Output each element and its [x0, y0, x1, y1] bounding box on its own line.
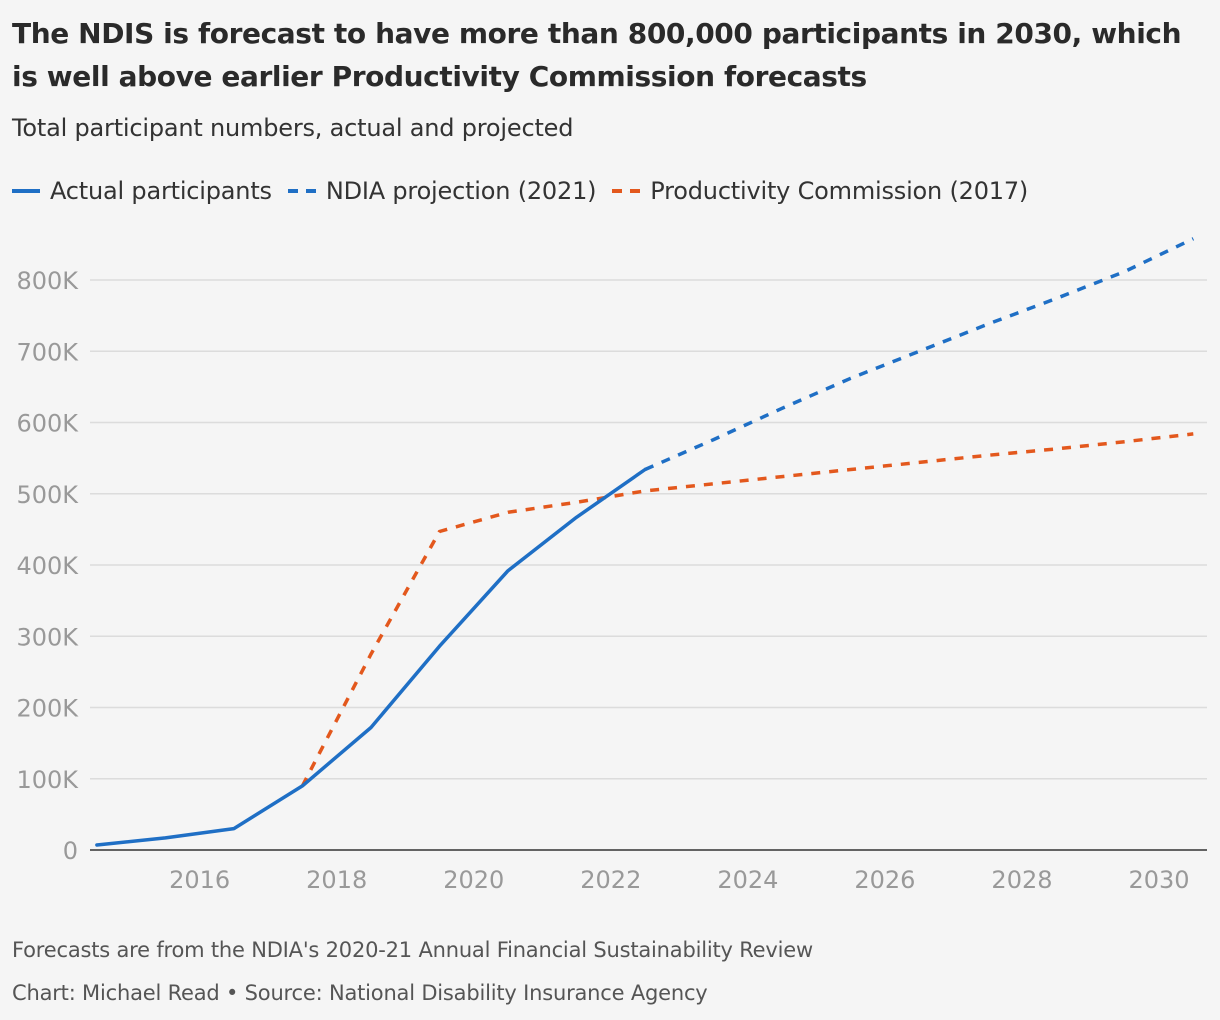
- y-tick-label: 700K: [16, 338, 79, 366]
- series-line-1: [644, 237, 1195, 472]
- series-lines: [95, 237, 1195, 847]
- source-credit: Chart: Michael Read • Source: National D…: [12, 981, 708, 1005]
- legend-swatch-actual: [12, 189, 40, 193]
- y-tick-label: 600K: [16, 410, 79, 438]
- series-line-0: [95, 467, 647, 847]
- gridlines: [90, 279, 1207, 851]
- legend-item-ndia: NDIA projection (2021): [287, 177, 597, 205]
- y-tick-label: 800K: [16, 267, 79, 295]
- legend-swatch-pc: [612, 189, 641, 193]
- series-line-2: [300, 432, 1194, 787]
- chart-title: The NDIS is forecast to have more than 8…: [12, 17, 1182, 93]
- legend: Actual participants NDIA projection (202…: [12, 173, 1044, 209]
- legend-label-ndia: NDIA projection (2021): [325, 177, 597, 205]
- x-tick-label: 2024: [717, 866, 778, 894]
- x-tick-label: 2020: [443, 866, 504, 894]
- y-tick-label: 0: [63, 837, 78, 865]
- legend-label-pc: Productivity Commission (2017): [650, 177, 1029, 205]
- y-tick-label: 200K: [16, 695, 79, 723]
- y-tick-label: 300K: [16, 623, 79, 651]
- x-tick-label: 2022: [580, 866, 641, 894]
- chart-subtitle: Total participant numbers, actual and pr…: [12, 114, 574, 142]
- footnote: Forecasts are from the NDIA's 2020-21 An…: [12, 938, 813, 962]
- y-tick-label: 400K: [16, 552, 79, 580]
- x-tick-label: 2018: [306, 866, 367, 894]
- y-tick-label: 500K: [16, 481, 79, 509]
- legend-item-pc: Productivity Commission (2017): [612, 177, 1028, 205]
- y-tick-label: 100K: [16, 766, 79, 794]
- legend-item-actual: Actual participants: [12, 177, 272, 205]
- x-tick-label: 2030: [1128, 866, 1189, 894]
- legend-swatch-ndia: [287, 189, 316, 193]
- x-tick-label: 2028: [991, 866, 1052, 894]
- x-tick-label: 2026: [854, 866, 915, 894]
- x-tick-label: 2016: [169, 866, 230, 894]
- x-axis: 2016 2018 2020 2022 2024 2026 2028 2030: [169, 866, 1189, 894]
- legend-label-actual: Actual participants: [50, 177, 272, 205]
- y-axis: 0 100K 200K 300K 400K 500K 600K 700K 800K: [16, 267, 79, 865]
